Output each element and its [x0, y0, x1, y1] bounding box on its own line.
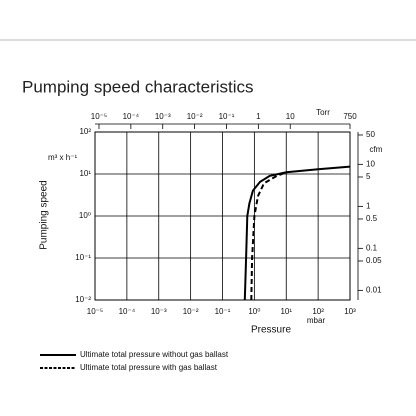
y-tick-label: 10¹ — [79, 169, 91, 178]
y2-tick-label: 50 — [366, 130, 375, 139]
x2-unit: Torr — [316, 108, 330, 117]
y2-unit: cfm — [370, 145, 383, 154]
x-unit: mbar — [307, 316, 326, 325]
x2-tick-label: 10⁻⁵ — [91, 112, 107, 121]
x-tick-label: 10³ — [344, 307, 356, 316]
x-tick-label: 10⁻⁴ — [119, 307, 136, 316]
y-unit: m³ x h⁻¹ — [48, 153, 77, 162]
x-tick-label: 10⁰ — [248, 307, 260, 316]
series-line — [243, 165, 351, 301]
y2-tick-label: 0.1 — [366, 243, 378, 252]
y-tick-label: 10⁻¹ — [75, 253, 91, 262]
x-tick-label: 10⁻² — [183, 307, 199, 316]
y2-tick-label: 0.5 — [366, 214, 378, 223]
y2-tick-label: 5 — [366, 172, 371, 181]
chart-title: Pumping speed characteristics — [22, 77, 254, 96]
y-tick-label: 10⁻² — [75, 295, 91, 304]
legend-label: Ultimate total pressure without gas ball… — [80, 350, 229, 359]
x2-tick-label: 10⁻² — [187, 112, 203, 121]
series-line — [250, 171, 287, 301]
x-tick-label: 10⁻⁵ — [87, 307, 103, 316]
x-tick-label: 10⁻¹ — [215, 307, 231, 316]
x2-tick-label: 1 — [256, 112, 261, 121]
y2-tick-label: 1 — [366, 201, 371, 210]
x2-tick-label: 750 — [343, 112, 357, 121]
x-tick-label: 10¹ — [280, 307, 292, 316]
y-tick-label: 10⁰ — [79, 211, 91, 220]
x2-tick-label: 10⁻¹ — [219, 112, 235, 121]
x-tick-label: 10⁻³ — [151, 307, 167, 316]
x2-tick-label: 10⁻³ — [155, 112, 171, 121]
y2-tick-label: 0.05 — [366, 256, 382, 265]
y-label: Pumping speed — [39, 180, 50, 250]
x2-tick-label: 10 — [286, 112, 295, 121]
x-tick-label: 10² — [312, 307, 324, 316]
y2-tick-label: 10 — [366, 159, 375, 168]
x2-tick-label: 10⁻⁴ — [123, 112, 140, 121]
y-tick-label: 10² — [79, 127, 91, 136]
y2-tick-label: 0.01 — [366, 285, 382, 294]
x-label: Pressure — [251, 325, 291, 336]
legend-label: Ultimate total pressure with gas ballast — [80, 363, 218, 372]
